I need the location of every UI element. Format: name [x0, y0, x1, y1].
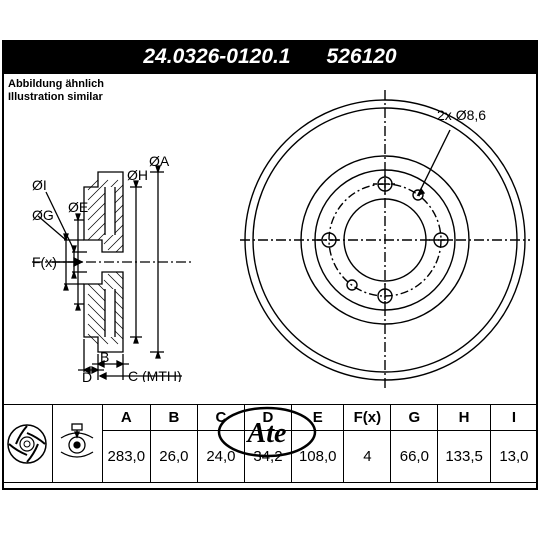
svg-text:B: B	[100, 349, 109, 365]
col-G: G	[391, 405, 438, 431]
val-F: 4	[344, 431, 391, 483]
alt-code: 526120	[327, 45, 397, 69]
val-G: 66,0	[391, 431, 438, 483]
svg-text:ØE: ØE	[68, 199, 88, 215]
col-E: E	[292, 405, 344, 431]
bolt-icon-cell	[52, 405, 102, 483]
col-I: I	[490, 405, 537, 431]
svg-text:ØH: ØH	[127, 167, 148, 183]
val-E: 108,0	[292, 431, 344, 483]
svg-text:D: D	[82, 369, 92, 382]
part-number: 24.0326-0120.1	[143, 45, 290, 69]
val-A: 283,0	[102, 431, 150, 483]
val-I: 13,0	[490, 431, 537, 483]
bolt-hole-icon	[55, 422, 99, 466]
disc-type-icon	[5, 422, 49, 466]
col-A: A	[102, 405, 150, 431]
disc-icon-cell	[3, 405, 53, 483]
front-view: 2x Ø8,6	[240, 90, 530, 390]
svg-text:F(x): F(x)	[32, 254, 57, 270]
col-F: F(x)	[344, 405, 391, 431]
col-D: D	[244, 405, 291, 431]
col-H: H	[438, 405, 490, 431]
svg-text:C (MTH): C (MTH)	[128, 368, 182, 382]
svg-text:2x Ø8,6: 2x Ø8,6	[437, 107, 486, 123]
svg-text:ØA: ØA	[149, 153, 170, 169]
title-bar: 24.0326-0120.1 526120	[2, 40, 538, 74]
side-view: ØI ØG ØE ØH ØA F(x) B D C (MTH)	[32, 132, 192, 382]
spec-table: A B C D E F(x) G H I 283,0 26,0 24,0 34,…	[2, 404, 538, 483]
val-D: 34,2	[244, 431, 291, 483]
svg-text:ØI: ØI	[32, 177, 47, 193]
col-B: B	[150, 405, 197, 431]
header-row: A B C D E F(x) G H I	[3, 405, 538, 431]
val-H: 133,5	[438, 431, 490, 483]
val-B: 26,0	[150, 431, 197, 483]
col-C: C	[197, 405, 244, 431]
svg-text:ØG: ØG	[32, 207, 54, 223]
val-C: 24,0	[197, 431, 244, 483]
drawing-area: ØI ØG ØE ØH ØA F(x) B D C (MTH)	[2, 74, 538, 404]
